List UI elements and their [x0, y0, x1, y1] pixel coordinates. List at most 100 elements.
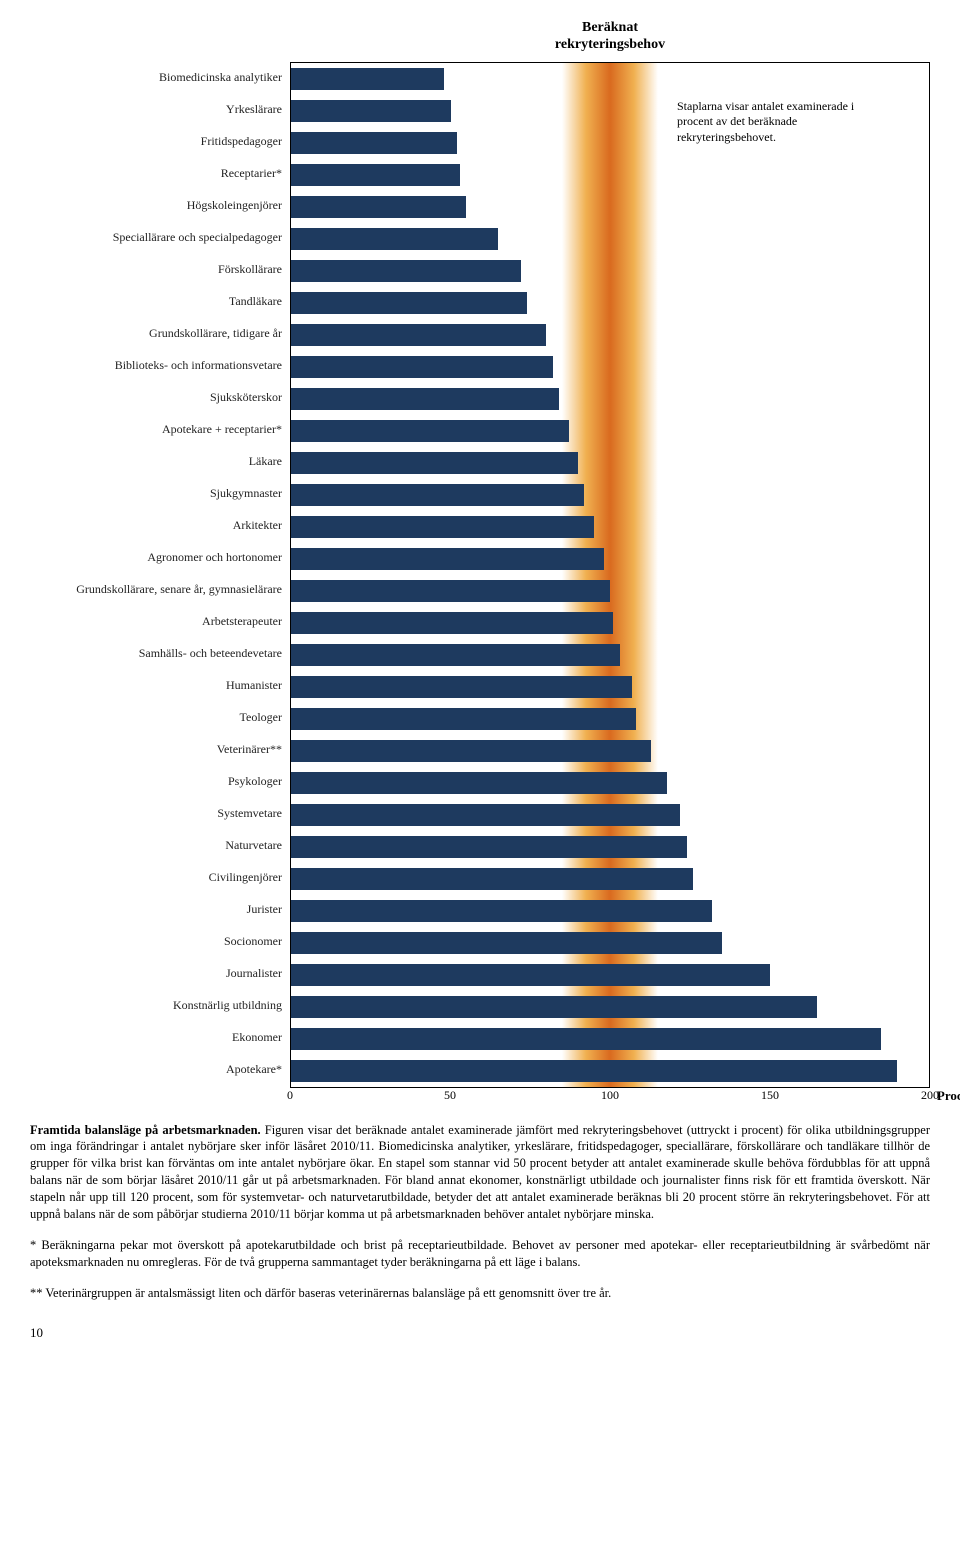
- category-label: Journalister: [30, 958, 290, 990]
- x-tick: 200: [921, 1088, 939, 1103]
- bar: [291, 580, 610, 602]
- category-label: Biblioteks- och informationsvetare: [30, 350, 290, 382]
- bar: [291, 836, 687, 858]
- bar-cell: [291, 703, 929, 735]
- bar: [291, 772, 667, 794]
- category-label: Grundskollärare, tidigare år: [30, 318, 290, 350]
- chart-title: Beräknat rekryteringsbehov: [290, 20, 930, 54]
- bar-cell: [291, 959, 929, 991]
- category-label: Konstnärlig utbildning: [30, 990, 290, 1022]
- bar-cell: [291, 575, 929, 607]
- bar: [291, 1060, 897, 1082]
- bar: [291, 260, 521, 282]
- bar-cell: [291, 799, 929, 831]
- chart-container: Beräknat rekryteringsbehov Biomedicinska…: [30, 20, 930, 1108]
- chart-annotation: Staplarna visar antalet examinerade i pr…: [677, 99, 877, 146]
- plot-area: Staplarna visar antalet examinerade i pr…: [290, 62, 930, 1088]
- bar: [291, 164, 460, 186]
- figure-caption: Framtida balansläge på arbetsmarknaden. …: [30, 1122, 930, 1223]
- category-label: Samhälls- och beteendevetare: [30, 638, 290, 670]
- footnote-1: * Beräkningarna pekar mot överskott på a…: [30, 1237, 930, 1271]
- category-label: Speciallärare och specialpedagoger: [30, 222, 290, 254]
- category-label: Psykologer: [30, 766, 290, 798]
- bar: [291, 388, 559, 410]
- bar: [291, 516, 594, 538]
- bar-cell: [291, 607, 929, 639]
- bar-cell: [291, 415, 929, 447]
- bar: [291, 228, 498, 250]
- bar: [291, 68, 444, 90]
- category-label: Grundskollärare, senare år, gymnasielära…: [30, 574, 290, 606]
- bar-cell: [291, 671, 929, 703]
- bar-cell: [291, 831, 929, 863]
- bar-cell: [291, 383, 929, 415]
- category-label: Civilingenjörer: [30, 862, 290, 894]
- bar: [291, 100, 451, 122]
- category-label: Fritidspedagoger: [30, 126, 290, 158]
- category-label: Apotekare + receptarier*: [30, 414, 290, 446]
- category-label: Ekonomer: [30, 1022, 290, 1054]
- category-label: Systemvetare: [30, 798, 290, 830]
- category-label: Biomedicinska analytiker: [30, 62, 290, 94]
- category-label: Förskollärare: [30, 254, 290, 286]
- bar-cell: [291, 1055, 929, 1087]
- bar-cell: [291, 511, 929, 543]
- category-label: Läkare: [30, 446, 290, 478]
- bar: [291, 132, 457, 154]
- category-label: Agronomer och hortonomer: [30, 542, 290, 574]
- category-label: Yrkeslärare: [30, 94, 290, 126]
- bar: [291, 292, 527, 314]
- bar: [291, 420, 569, 442]
- page-number: 10: [30, 1325, 930, 1341]
- bar-cell: [291, 223, 929, 255]
- x-tick: 150: [761, 1088, 779, 1103]
- bar: [291, 964, 770, 986]
- bar: [291, 196, 466, 218]
- caption-lead: Framtida balansläge på arbetsmarknaden.: [30, 1123, 261, 1137]
- x-tick: 100: [601, 1088, 619, 1103]
- chart-title-line1: Beräknat: [582, 20, 638, 35]
- bar-cell: [291, 543, 929, 575]
- category-label: Högskoleingenjörer: [30, 190, 290, 222]
- bar-cell: [291, 351, 929, 383]
- bar-cell: [291, 287, 929, 319]
- category-label: Arkitekter: [30, 510, 290, 542]
- category-label: Jurister: [30, 894, 290, 926]
- category-label: Arbetsterapeuter: [30, 606, 290, 638]
- bar: [291, 932, 722, 954]
- bar-cell: [291, 447, 929, 479]
- bar: [291, 996, 817, 1018]
- bar: [291, 484, 584, 506]
- bar-cell: [291, 863, 929, 895]
- bars-layer: [291, 63, 929, 1087]
- category-label: Sjuksköterskor: [30, 382, 290, 414]
- category-label: Tandläkare: [30, 286, 290, 318]
- bar: [291, 708, 636, 730]
- bar: [291, 644, 620, 666]
- bar: [291, 804, 680, 826]
- bar: [291, 356, 553, 378]
- category-label: Humanister: [30, 670, 290, 702]
- bar: [291, 868, 693, 890]
- bar: [291, 324, 546, 346]
- bar-cell: [291, 767, 929, 799]
- bar: [291, 900, 712, 922]
- bar-cell: [291, 1023, 929, 1055]
- chart-title-line2: rekryteringsbehov: [555, 37, 665, 52]
- y-axis-labels: Biomedicinska analytikerYrkeslärareFriti…: [30, 62, 290, 1088]
- bar-cell: [291, 991, 929, 1023]
- category-label: Teologer: [30, 702, 290, 734]
- caption-body: Figuren visar det beräknade antalet exam…: [30, 1123, 930, 1221]
- category-label: Veterinärer**: [30, 734, 290, 766]
- category-label: Socionomer: [30, 926, 290, 958]
- bar-cell: [291, 479, 929, 511]
- bar-cell: [291, 191, 929, 223]
- plot-row: Biomedicinska analytikerYrkeslärareFriti…: [30, 62, 930, 1088]
- category-label: Naturvetare: [30, 830, 290, 862]
- bar-cell: [291, 255, 929, 287]
- category-label: Receptarier*: [30, 158, 290, 190]
- bar-cell: [291, 927, 929, 959]
- bar-cell: [291, 63, 929, 95]
- x-axis-unit: Procent: [937, 1088, 960, 1104]
- bar: [291, 612, 613, 634]
